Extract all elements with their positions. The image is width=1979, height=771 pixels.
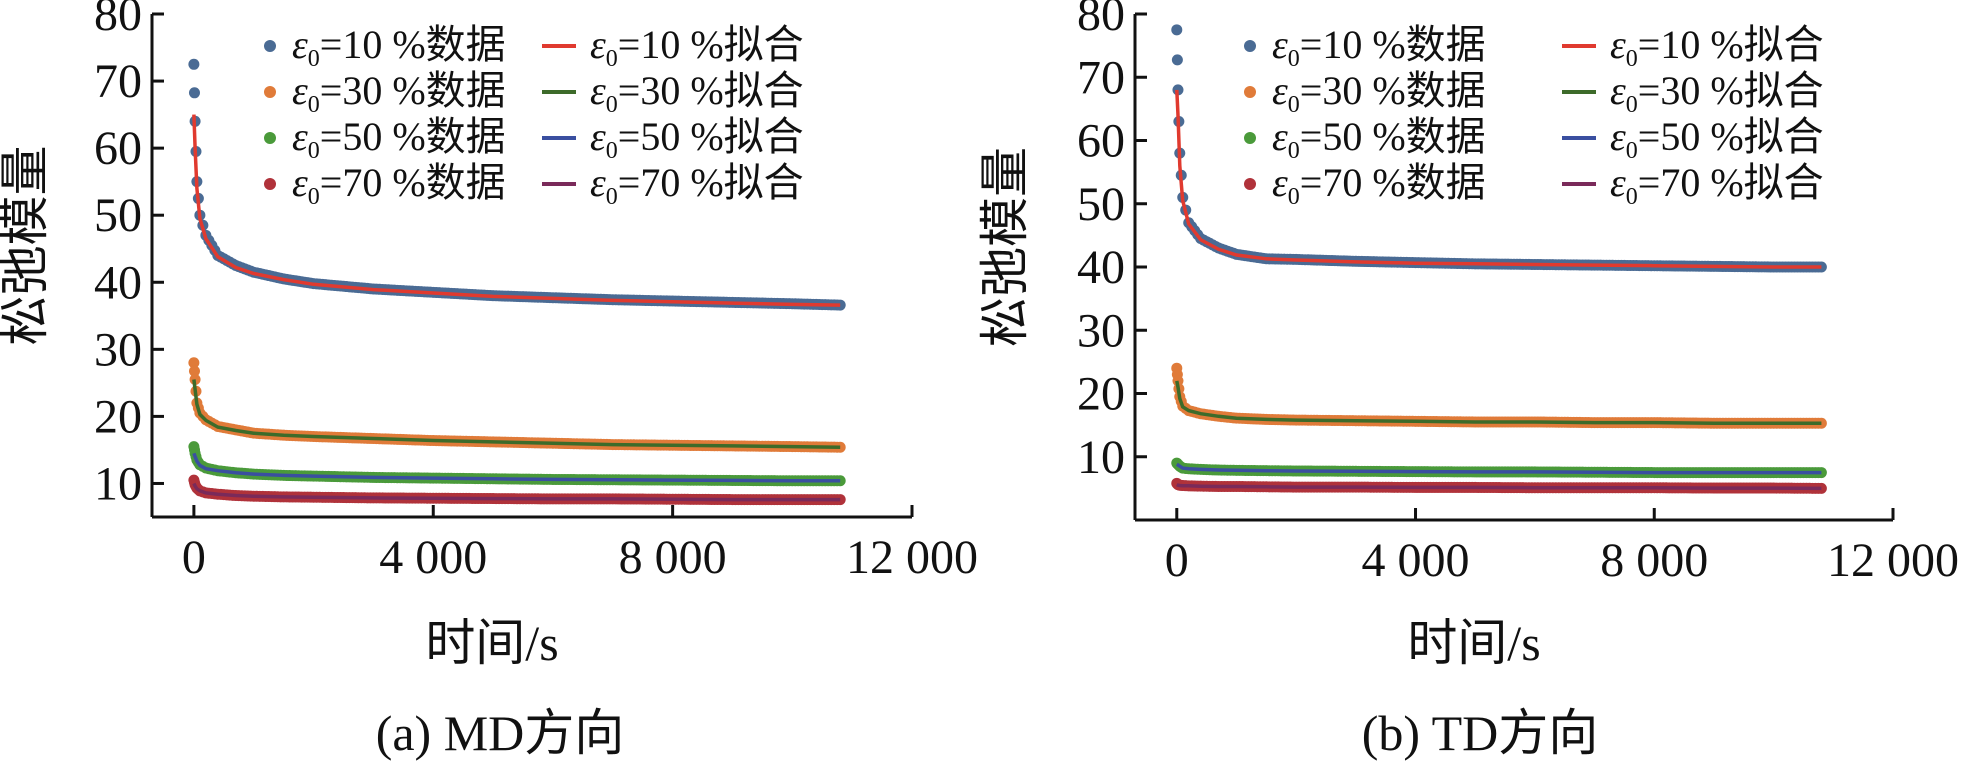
series-fit-6 xyxy=(192,452,841,483)
y-tick-label: 80 xyxy=(1077,0,1125,41)
series-data-2 xyxy=(1171,457,1827,479)
series-data-1 xyxy=(188,357,846,453)
y-tick-label: 50 xyxy=(1077,178,1125,231)
fit-line xyxy=(1175,462,1822,475)
y-tick-label: 50 xyxy=(94,189,142,242)
fit-line xyxy=(192,452,841,483)
legend-marker xyxy=(1244,40,1256,52)
legend-legend-label: ε0=70 %拟合 xyxy=(590,160,804,210)
series-fit-6 xyxy=(1175,462,1822,475)
y-tick-label: 10 xyxy=(94,457,142,510)
data-point xyxy=(188,58,200,70)
y-tick-label: 60 xyxy=(1077,115,1125,168)
x-tick-label: 12 000 xyxy=(846,531,978,584)
x-tick-label: 4 000 xyxy=(379,531,487,584)
y-tick-label: 30 xyxy=(94,323,142,376)
x-axis-title: 时间/s xyxy=(1407,615,1540,671)
legend-marker xyxy=(1244,132,1256,144)
legend-legend-label: ε0=30 %数据 xyxy=(292,68,506,118)
legend-marker xyxy=(264,40,276,52)
x-axis-title: 时间/s xyxy=(425,615,558,671)
legend-legend-label: ε0=10 %数据 xyxy=(1272,22,1486,72)
legend-marker xyxy=(264,86,276,98)
legend-item: ε0=10 %数据 xyxy=(264,22,506,72)
y-tick-label: 40 xyxy=(1077,241,1125,294)
panel-caption: (a) MD方向 xyxy=(376,705,625,761)
legend-legend-label: ε0=50 %数据 xyxy=(1272,114,1486,164)
x-tick-label: 8 000 xyxy=(1600,534,1708,587)
legend-legend-label: ε0=10 %数据 xyxy=(292,22,506,72)
legend-item: ε0=70 %拟合 xyxy=(1562,160,1824,210)
legend-legend-label: ε0=50 %拟合 xyxy=(1610,114,1824,164)
series-fit-5 xyxy=(1175,380,1822,425)
legend-marker xyxy=(264,178,276,190)
legend-legend-label: ε0=70 %拟合 xyxy=(1610,160,1824,210)
y-axis-title: 松弛模量 xyxy=(0,146,53,346)
data-point xyxy=(188,365,200,377)
series-fit-4 xyxy=(192,114,841,307)
x-tick-label: 8 000 xyxy=(619,531,727,584)
y-axis-title: 松弛模量 xyxy=(977,147,1033,347)
legend-legend-label: ε0=70 %数据 xyxy=(292,160,506,210)
y-tick-label: 60 xyxy=(94,122,142,175)
legend-item: ε0=70 %数据 xyxy=(1244,160,1486,210)
y-tick-label: 30 xyxy=(1077,304,1125,357)
y-tick-label: 80 xyxy=(94,0,142,41)
legend-legend-label: ε0=10 %拟合 xyxy=(1610,22,1824,72)
legend-item: ε0=30 %拟合 xyxy=(542,68,804,118)
legend-item: ε0=30 %数据 xyxy=(1244,68,1486,118)
legend-item: ε0=70 %拟合 xyxy=(542,160,804,210)
series-fit-5 xyxy=(192,379,841,450)
panel-caption: (b) TD方向 xyxy=(1362,705,1599,761)
legend-item: ε0=30 %拟合 xyxy=(1562,68,1824,118)
legend-marker xyxy=(264,132,276,144)
chart-panel-md: 0 4 000 8 000 12 000 10 20 30 40 50 60 70 80 时间/s 松弛模… xyxy=(0,0,978,761)
legend-legend-label: ε0=30 %拟合 xyxy=(1610,68,1824,118)
x-tick-label: 12 000 xyxy=(1827,534,1959,587)
data-point xyxy=(1171,24,1183,36)
y-tick-label: 20 xyxy=(94,390,142,443)
legend-item: ε0=10 %数据 xyxy=(1244,22,1486,72)
data-point xyxy=(188,357,200,369)
data-point xyxy=(188,87,200,99)
legend-legend-label: ε0=10 %拟合 xyxy=(590,22,804,72)
y-tick-label: 40 xyxy=(94,256,142,309)
legend-item: ε0=50 %拟合 xyxy=(542,114,804,164)
legend-item: ε0=10 %拟合 xyxy=(1562,22,1824,72)
legend-item: ε0=70 %数据 xyxy=(264,160,506,210)
fit-line xyxy=(1175,89,1822,269)
fit-line xyxy=(192,379,841,450)
fit-line xyxy=(192,114,841,307)
chart-panel-td: 0 4 000 8 000 12 000 10 20 30 40 50 60 70 80 时间/s 松弛模… xyxy=(977,0,1959,761)
legend-item: ε0=30 %数据 xyxy=(264,68,506,118)
fit-line xyxy=(192,482,841,502)
legend-legend-label: ε0=50 %数据 xyxy=(292,114,506,164)
fit-line xyxy=(1176,483,1822,491)
series-fit-4 xyxy=(1175,89,1822,269)
legend-item: ε0=10 %拟合 xyxy=(542,22,804,72)
y-tick-label: 10 xyxy=(1077,431,1125,484)
y-tick-label: 20 xyxy=(1077,368,1125,421)
y-tick-label: 70 xyxy=(1077,51,1125,104)
legend-marker xyxy=(1244,178,1256,190)
data-point xyxy=(1171,54,1183,66)
x-tick-label: 4 000 xyxy=(1362,534,1470,587)
legend-legend-label: ε0=30 %数据 xyxy=(1272,68,1486,118)
fit-line xyxy=(1175,380,1822,425)
legend-legend-label: ε0=70 %数据 xyxy=(1272,160,1486,210)
series-fit-7 xyxy=(192,482,841,502)
legend-legend-label: ε0=50 %拟合 xyxy=(590,114,804,164)
legend-item: ε0=50 %数据 xyxy=(264,114,506,164)
legend-item: ε0=50 %数据 xyxy=(1244,114,1486,164)
legend-marker xyxy=(1244,86,1256,98)
series-fit-7 xyxy=(1176,483,1822,491)
legend-item: ε0=50 %拟合 xyxy=(1562,114,1824,164)
x-tick-label: 0 xyxy=(182,531,206,584)
x-tick-label: 0 xyxy=(1165,534,1189,587)
y-tick-label: 70 xyxy=(94,55,142,108)
legend-legend-label: ε0=30 %拟合 xyxy=(590,68,804,118)
